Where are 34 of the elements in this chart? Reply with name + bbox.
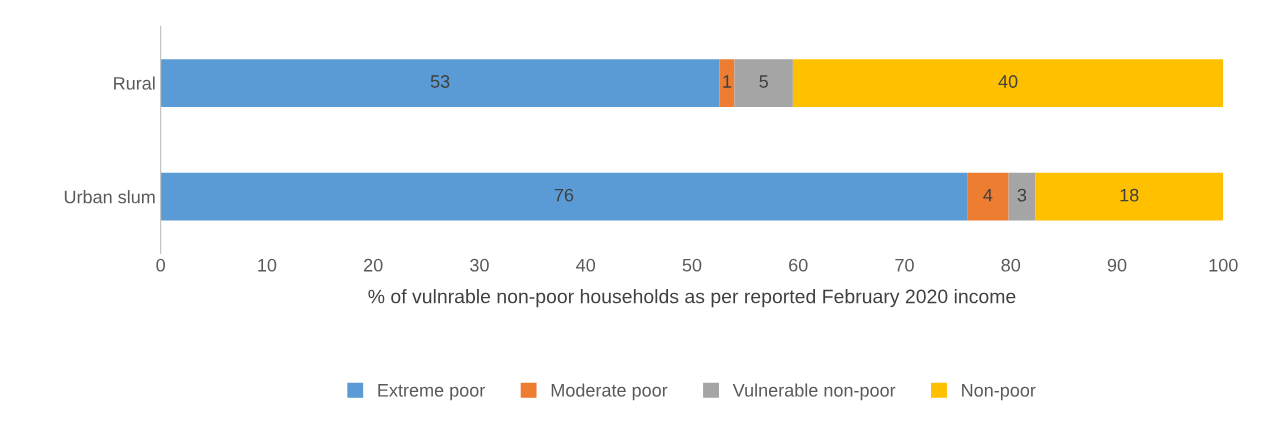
data-label: 53 bbox=[430, 75, 450, 88]
data-label: 5 bbox=[759, 75, 768, 88]
x-tick-label: 80 bbox=[1001, 258, 1021, 272]
legend-label: Non-poor bbox=[962, 384, 1036, 401]
bar bbox=[967, 172, 1009, 221]
x-tick-label: 50 bbox=[682, 258, 702, 272]
data-label: 3 bbox=[1017, 188, 1027, 202]
data-label: 18 bbox=[1120, 188, 1139, 202]
data-label: 4 bbox=[983, 188, 993, 202]
x-tick-label: 70 bbox=[895, 258, 914, 272]
x-tick-label: 0 bbox=[156, 258, 165, 272]
y-tick-label: Urban slum bbox=[64, 190, 155, 204]
x-tick-label: 10 bbox=[258, 258, 277, 272]
legend-label: Extreme poor bbox=[378, 384, 485, 401]
legend-label: Vulnerable non-poor bbox=[732, 383, 896, 401]
data-label: 40 bbox=[998, 75, 1018, 88]
bar bbox=[1008, 172, 1036, 221]
x-tick-label: 30 bbox=[470, 258, 489, 272]
data-label: 76 bbox=[554, 188, 574, 202]
bar bbox=[792, 59, 1224, 107]
bar bbox=[734, 59, 793, 107]
data-label: 1 bbox=[723, 75, 732, 88]
y-tick-label: Rural bbox=[114, 76, 155, 90]
x-axis-title: % of vulnrable non-poor households as per reported February 2020 income bbox=[368, 289, 1016, 308]
bar bbox=[160, 59, 720, 107]
x-tick-label: 20 bbox=[364, 258, 383, 272]
x-tick-label: 60 bbox=[789, 258, 808, 272]
bar bbox=[1035, 172, 1224, 221]
legend-label: Moderate poor bbox=[551, 383, 668, 401]
x-tick-label: 40 bbox=[576, 258, 596, 272]
x-tick-label: 100 bbox=[1209, 258, 1238, 272]
bar bbox=[719, 59, 735, 107]
bar bbox=[160, 172, 968, 221]
x-tick-label: 90 bbox=[1107, 258, 1127, 272]
